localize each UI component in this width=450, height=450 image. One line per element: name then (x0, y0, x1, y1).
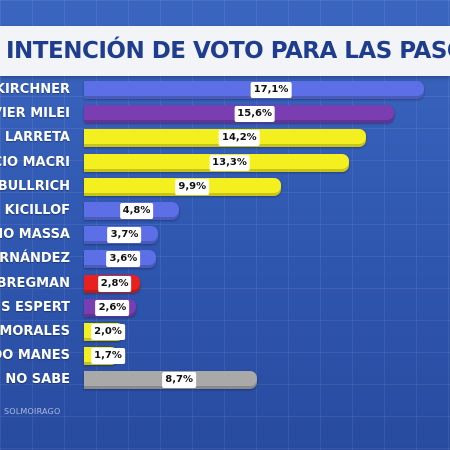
category-label: DO MANES (0, 348, 70, 364)
data-label: 13,3% (209, 154, 250, 171)
bar-row: GIO MASSA 3,7% (0, 223, 450, 247)
bar-row: BULLRICH 9,9% (0, 175, 450, 199)
bar-row: RNÁNDEZ 3,6% (0, 247, 450, 271)
category-label: KIRCHNER (0, 82, 70, 97)
bar-row: CIO MACRI 13,3% (0, 151, 450, 175)
bar-row: LARRETA 14,2% (0, 126, 450, 150)
bar-row: KIRCHNER 17,1% (0, 78, 450, 102)
category-label: KICILLOF (4, 203, 70, 218)
title-bar: INTENCIÓN DE VOTO PARA LAS PASO (0, 26, 450, 76)
category-label: GIO MASSA (0, 227, 70, 243)
bar-row: KICILLOF 4,8% (0, 199, 450, 223)
bar-row: DO MANES 1,7% (0, 344, 450, 368)
bar-chart: KIRCHNER 17,1% VIER MILEI 15,6% LARRETA 14,2%… (0, 78, 450, 418)
data-label: 2,0% (91, 324, 125, 340)
data-label: 14,2% (218, 130, 260, 147)
data-label: 1,7% (91, 348, 125, 365)
bar-row: MORALES 2,0% (0, 320, 450, 344)
data-label: 3,7% (107, 227, 142, 244)
source-credit: SOLMOIRAGO (4, 407, 61, 416)
chart-title: INTENCIÓN DE VOTO PARA LAS PASO (6, 38, 450, 64)
bar-row: BREGMAN 2,8% (0, 272, 450, 296)
data-label: 2,8% (97, 275, 132, 292)
category-label: NO SABE (5, 372, 70, 388)
category-label: CIO MACRI (0, 154, 70, 170)
bar-row: NO SABE 8,7% (0, 368, 450, 392)
category-label: MORALES (0, 324, 70, 339)
data-label: 15,6% (234, 106, 276, 123)
category-label: LARRETA (4, 130, 70, 146)
category-label: VIER MILEI (0, 106, 70, 122)
data-label: 2,6% (95, 299, 130, 316)
category-label: S ESPERT (1, 299, 70, 315)
bar-row: VIER MILEI 15,6% (0, 102, 450, 126)
category-label: RNÁNDEZ (0, 251, 70, 267)
data-label: 8,7% (162, 372, 197, 389)
data-label: 3,6% (106, 251, 141, 268)
data-label: 17,1% (250, 82, 292, 98)
bar-row: S ESPERT 2,6% (0, 296, 450, 320)
data-label: 4,8% (119, 203, 154, 219)
data-label: 9,9% (175, 178, 210, 195)
category-label: BREGMAN (0, 275, 70, 291)
category-label: BULLRICH (0, 178, 70, 194)
